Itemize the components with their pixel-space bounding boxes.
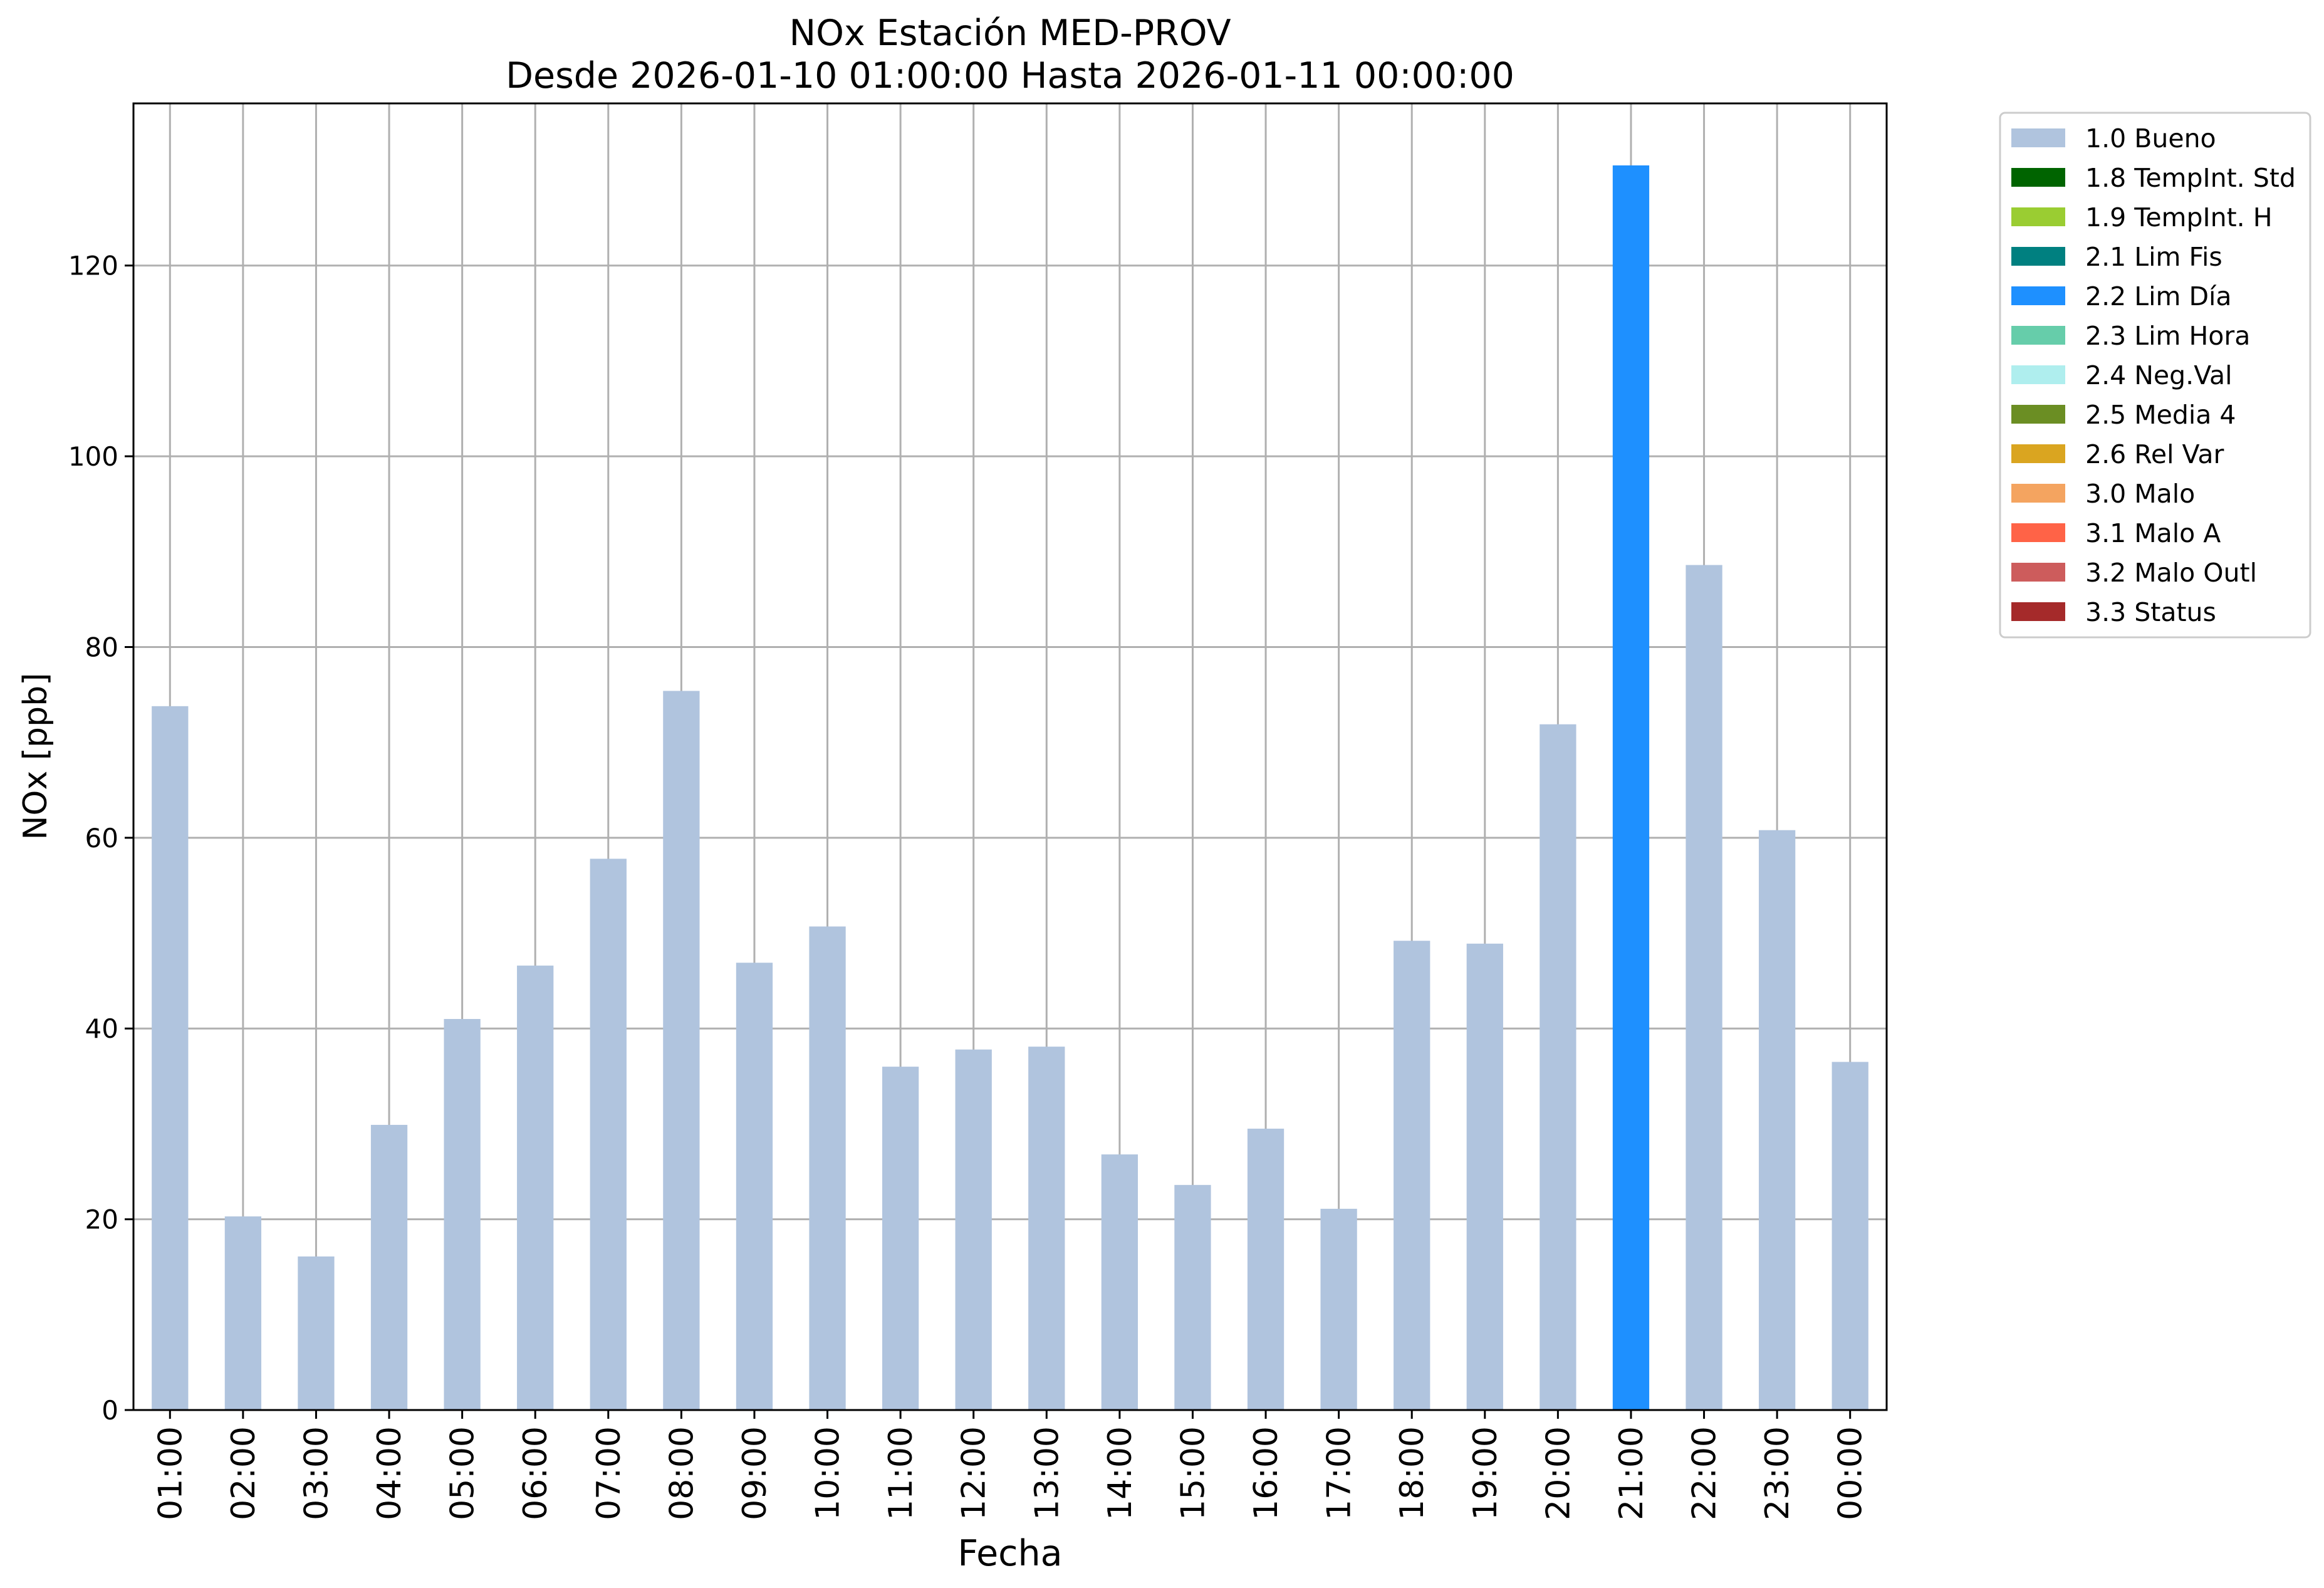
x-tick-label: 11:00 — [882, 1426, 920, 1520]
bar — [152, 706, 189, 1410]
bar — [1394, 941, 1430, 1410]
y-tick-label: 80 — [85, 632, 118, 662]
legend-swatch — [2011, 523, 2065, 542]
bar — [1466, 943, 1503, 1410]
x-tick-label: 03:00 — [298, 1426, 335, 1520]
legend-label: 2.5 Media 4 — [2085, 400, 2236, 430]
bar — [1832, 1062, 1868, 1410]
x-tick-label: 09:00 — [736, 1426, 774, 1520]
bar — [809, 926, 846, 1410]
x-tick-label: 21:00 — [1613, 1426, 1650, 1520]
legend-label: 2.3 Lim Hora — [2085, 321, 2250, 351]
y-tick-label: 0 — [102, 1395, 118, 1426]
x-tick-label: 01:00 — [152, 1426, 189, 1520]
legend-label: 3.0 Malo — [2085, 479, 2195, 509]
x-tick-label: 12:00 — [956, 1426, 993, 1520]
legend: 1.0 Bueno 1.8 TempInt. Std 1.9 TempInt. H 2… — [1999, 112, 2311, 639]
bar — [955, 1049, 992, 1410]
legend-swatch — [2011, 326, 2065, 345]
legend-label: 3.3 Status — [2085, 597, 2216, 627]
legend-label: 2.1 Lim Fis — [2085, 242, 2222, 272]
plot-frame — [132, 102, 1888, 1411]
x-tick-label: 22:00 — [1686, 1426, 1724, 1520]
bar — [370, 1124, 408, 1410]
legend-label: 2.4 Neg.Val — [2085, 360, 2233, 390]
bar — [1028, 1047, 1065, 1410]
chart-subtitle: Desde 2026-01-10 01:00:00 Hasta 2026-01-… — [506, 55, 1514, 97]
y-tick-label: 40 — [85, 1013, 118, 1044]
bar — [1540, 724, 1576, 1410]
x-tick-label: 15:00 — [1174, 1426, 1212, 1520]
legend-swatch — [2011, 563, 2065, 582]
legend-swatch — [2011, 247, 2065, 266]
x-tick-label: 14:00 — [1102, 1426, 1139, 1520]
legend-swatch — [2011, 484, 2065, 503]
x-tick-label: 08:00 — [663, 1426, 701, 1520]
legend-swatch — [2011, 286, 2065, 305]
y-tick-label: 120 — [68, 251, 118, 281]
legend-swatch — [2011, 168, 2065, 187]
legend-label: 3.1 Malo A — [2085, 518, 2221, 548]
x-tick-label: 18:00 — [1394, 1426, 1431, 1520]
x-tick-label: 06:00 — [517, 1426, 555, 1520]
bar — [1101, 1154, 1139, 1410]
bar — [590, 859, 627, 1410]
bar — [1247, 1129, 1284, 1410]
x-tick-label: 05:00 — [444, 1426, 482, 1520]
legend-label: 2.6 Rel Var — [2085, 439, 2224, 469]
bar — [224, 1216, 262, 1410]
legend-label: 1.8 TempInt. Std — [2085, 163, 2296, 193]
y-axis-label: NOx [ppb] — [17, 673, 55, 840]
bar — [663, 691, 700, 1410]
legend-label: 3.2 Malo Outl — [2085, 558, 2257, 588]
x-tick-label: 17:00 — [1321, 1426, 1358, 1520]
x-tick-label: 07:00 — [590, 1426, 628, 1520]
legend-frame — [1999, 112, 2311, 639]
bar — [444, 1019, 481, 1410]
x-tick-label: 23:00 — [1759, 1426, 1796, 1520]
y-axis-ticks: 0 20 40 60 80 100 120 — [68, 251, 133, 1426]
bar — [1758, 830, 1796, 1410]
bars — [152, 165, 1868, 1411]
y-tick-label: 20 — [85, 1204, 118, 1235]
x-tick-label: 13:00 — [1028, 1426, 1066, 1520]
bar — [1174, 1184, 1211, 1410]
legend-swatch — [2011, 444, 2065, 463]
bar — [298, 1256, 335, 1410]
bar — [1320, 1208, 1357, 1410]
legend-label: 1.0 Bueno — [2085, 123, 2216, 154]
legend-swatch — [2011, 365, 2065, 384]
legend-label: 1.9 TempInt. H — [2085, 202, 2273, 232]
bar — [882, 1067, 919, 1410]
legend-swatch — [2011, 207, 2065, 226]
x-tick-label: 16:00 — [1248, 1426, 1285, 1520]
x-tick-label: 19:00 — [1467, 1426, 1504, 1520]
bar — [736, 963, 773, 1410]
x-axis-label: Fecha — [957, 1533, 1062, 1574]
x-tick-label: 00:00 — [1832, 1426, 1870, 1520]
legend-swatch — [2011, 128, 2065, 147]
legend-swatch — [2011, 405, 2065, 424]
y-tick-label: 60 — [85, 823, 118, 854]
x-tick-label: 10:00 — [810, 1426, 847, 1520]
bar — [517, 965, 554, 1410]
chart-title: NOx Estación MED-PROV — [789, 13, 1231, 54]
x-axis-ticks: 01:00 02:00 03:00 04:00 05:00 06:00 07:00 08:00… — [152, 1410, 1870, 1520]
legend-label: 2.2 Lim Día — [2085, 281, 2232, 311]
x-tick-label: 04:00 — [371, 1426, 409, 1520]
x-tick-label: 20:00 — [1540, 1426, 1577, 1520]
bar — [1686, 565, 1722, 1410]
bar — [1612, 165, 1650, 1411]
y-tick-label: 100 — [68, 441, 118, 472]
legend-swatch — [2011, 602, 2065, 621]
x-tick-label: 02:00 — [225, 1426, 263, 1520]
